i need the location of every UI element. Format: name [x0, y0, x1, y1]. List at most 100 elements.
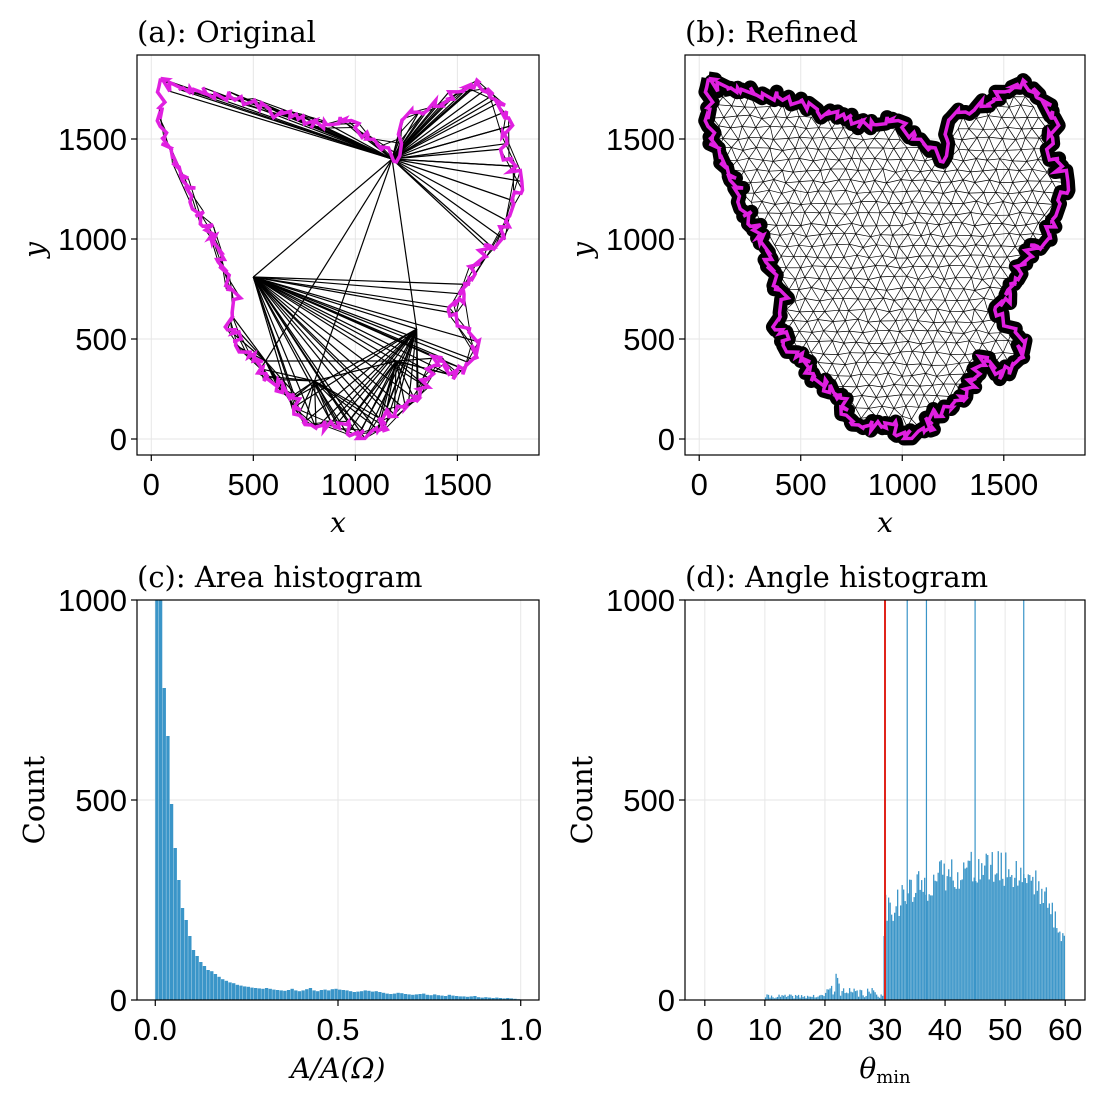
mesh-edge — [742, 137, 749, 151]
mesh-edge — [787, 246, 794, 257]
mesh-edge — [762, 181, 770, 191]
mesh-edge — [169, 90, 393, 160]
mesh-edge — [768, 161, 774, 172]
mesh-edge — [889, 225, 893, 236]
mesh-edge — [861, 384, 870, 396]
mesh-edge — [837, 375, 844, 387]
mesh-edge — [1003, 352, 1016, 355]
mesh-edge — [1000, 256, 1008, 268]
mesh-edge — [772, 161, 783, 171]
mesh-edge — [867, 362, 877, 376]
mesh-edge — [875, 386, 883, 398]
mesh-edge — [932, 341, 938, 353]
mesh-edge — [893, 287, 902, 301]
histogram-bar — [844, 993, 846, 1000]
mesh-edge — [837, 266, 852, 269]
mesh-edge — [391, 158, 505, 241]
mesh-edge — [811, 265, 820, 279]
tick-label-y: 500 — [75, 322, 127, 357]
mesh-edge — [795, 147, 807, 149]
mesh-edge — [1012, 192, 1020, 204]
mesh-edge — [867, 147, 876, 159]
mesh-edge — [876, 244, 890, 247]
histogram-bar — [958, 888, 960, 1000]
mesh-edge — [792, 233, 800, 246]
histogram-bar — [418, 994, 422, 1000]
mesh-edge — [901, 308, 908, 320]
mesh-edge — [938, 265, 950, 268]
mesh-edge — [938, 193, 944, 204]
mesh-edge — [843, 254, 858, 258]
mesh-edge — [932, 255, 939, 268]
mesh-edge — [792, 211, 805, 214]
mesh-edge — [835, 203, 846, 215]
mesh-edge — [837, 137, 849, 140]
mesh-edge — [994, 150, 1000, 159]
mesh-edge — [762, 160, 770, 172]
mesh-edge — [899, 331, 909, 342]
mesh-edge — [738, 139, 744, 151]
histogram-bar — [283, 990, 287, 1000]
mesh-edge — [813, 170, 821, 181]
mesh-edge — [913, 147, 920, 160]
mesh-edge — [907, 319, 918, 322]
mesh-edge — [933, 322, 938, 331]
mesh-edge — [888, 128, 896, 140]
mesh-edge — [831, 354, 839, 364]
mesh-edge — [956, 321, 972, 324]
mesh-edge — [913, 394, 920, 408]
mesh-edge — [983, 298, 989, 312]
histogram-bar — [877, 996, 879, 1000]
mesh-edge — [772, 126, 783, 140]
mesh-edge — [906, 384, 921, 387]
histogram-bar — [498, 998, 503, 1000]
mesh-edge — [762, 147, 771, 161]
mesh-edge — [939, 171, 946, 183]
tick-label-x: 0.5 — [316, 1012, 359, 1047]
mesh-edge — [811, 223, 827, 226]
mesh-edge — [798, 116, 807, 129]
histogram-bar — [1032, 876, 1034, 1000]
mesh-edge — [886, 257, 896, 267]
histogram-bar — [830, 985, 833, 1000]
mesh-edge — [761, 106, 770, 119]
mesh-edge — [881, 386, 888, 397]
mesh-edge — [750, 169, 758, 183]
mesh-edge — [817, 362, 833, 364]
mesh-edge — [913, 159, 926, 162]
mesh-edge — [818, 127, 832, 129]
mesh-edge — [920, 330, 928, 345]
mesh-edge — [993, 277, 1003, 289]
mesh-edge — [731, 147, 743, 151]
mesh-edge — [879, 320, 890, 331]
mesh-edge — [788, 148, 796, 160]
mesh-edge — [768, 171, 775, 180]
mesh-edge — [837, 352, 850, 355]
mesh-edge — [785, 256, 794, 268]
mesh-edge — [252, 276, 317, 429]
histogram-bar — [1002, 878, 1004, 1000]
mesh-edge — [823, 182, 831, 192]
mesh-edge — [968, 137, 978, 151]
mesh-edge — [923, 384, 933, 396]
mesh-edge — [874, 157, 884, 170]
mesh-edge — [983, 286, 991, 299]
mesh-edge — [851, 201, 862, 205]
mesh-edge — [946, 362, 960, 366]
mesh-edge — [914, 222, 922, 236]
mesh-edge — [907, 234, 922, 237]
mesh-edge — [949, 383, 956, 397]
mesh-edge — [919, 190, 933, 193]
histogram-bar — [803, 996, 806, 1000]
panel-d-xlabel-main: θ — [859, 1052, 876, 1085]
mesh-edge — [788, 126, 796, 139]
mesh-edge — [748, 137, 757, 148]
histogram-bar — [827, 989, 830, 1000]
mesh-edge — [962, 149, 969, 162]
mesh-edge — [995, 158, 1001, 170]
mesh-edge — [986, 150, 995, 161]
mesh-edge — [750, 181, 764, 184]
mesh-edge — [1020, 137, 1026, 150]
histogram-bar — [767, 994, 770, 1000]
histogram-bar — [895, 906, 897, 1000]
